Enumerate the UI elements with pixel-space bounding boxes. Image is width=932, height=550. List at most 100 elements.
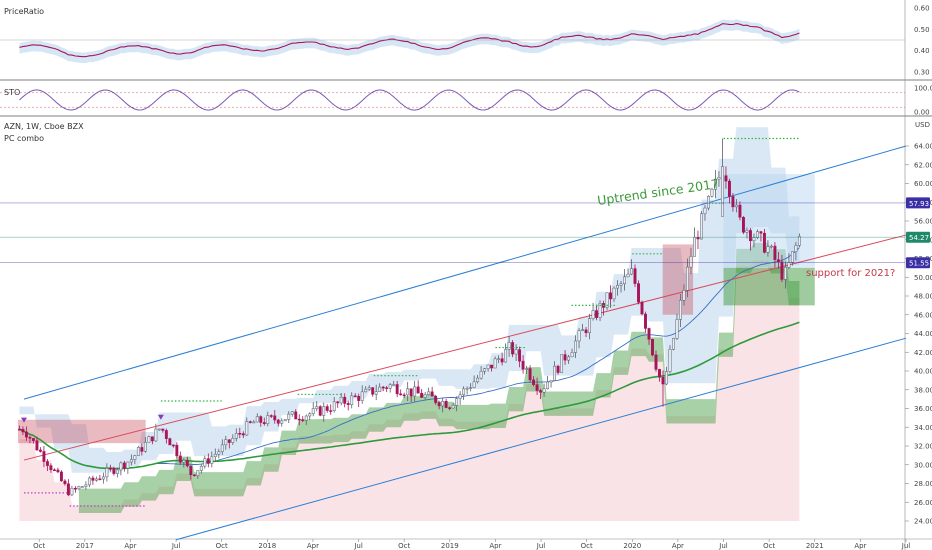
candle-body bbox=[287, 413, 291, 420]
candle-body bbox=[339, 396, 343, 404]
candle-body bbox=[332, 401, 336, 411]
candle-body bbox=[203, 458, 207, 467]
candle-body bbox=[679, 300, 682, 320]
x-tick-label: Apr bbox=[489, 542, 501, 550]
x-tick-label: Apr bbox=[124, 542, 136, 550]
candle-body bbox=[651, 339, 654, 356]
candle-body bbox=[794, 245, 798, 252]
candle-body bbox=[381, 386, 385, 389]
candle-body bbox=[574, 340, 578, 353]
candle-body bbox=[783, 267, 787, 280]
candle-body bbox=[213, 453, 217, 457]
candle-body bbox=[360, 391, 364, 401]
candle-body bbox=[563, 354, 567, 361]
candle-body bbox=[511, 342, 515, 355]
candle-body bbox=[434, 395, 438, 403]
channel-line-middle bbox=[23, 234, 907, 461]
candle-body bbox=[609, 292, 612, 300]
y-tick-label: 42.00 bbox=[914, 349, 932, 357]
candle-body bbox=[276, 419, 280, 424]
candle-body bbox=[147, 436, 151, 443]
candle-body bbox=[647, 328, 651, 340]
candle-body bbox=[710, 188, 714, 197]
candle-body bbox=[304, 415, 308, 421]
candle-body bbox=[329, 410, 333, 412]
candle-body bbox=[605, 292, 609, 308]
candle-body bbox=[367, 387, 371, 390]
candle-body bbox=[252, 421, 256, 424]
x-tick-label: Apr bbox=[854, 542, 866, 550]
candle-body bbox=[311, 408, 315, 415]
x-tick-label: Jul bbox=[718, 542, 728, 550]
candle-body bbox=[637, 283, 640, 303]
x-tick-label: 2018 bbox=[258, 542, 276, 550]
candle-body bbox=[581, 329, 584, 332]
candle-body bbox=[546, 381, 550, 390]
candle-body bbox=[762, 232, 766, 253]
candle-body bbox=[399, 393, 403, 396]
x-tick-label: 2021 bbox=[806, 542, 824, 550]
ma-green-line bbox=[19, 321, 800, 470]
candle-body bbox=[87, 477, 91, 486]
candle-body bbox=[689, 256, 693, 268]
candle-body bbox=[465, 387, 469, 390]
candle-body bbox=[402, 394, 406, 397]
candle-body bbox=[353, 395, 357, 398]
candle-body bbox=[206, 458, 210, 464]
candle-body bbox=[451, 405, 455, 409]
y-tick-label: 26.00 bbox=[914, 499, 932, 507]
candle-body bbox=[755, 231, 759, 238]
candle-body bbox=[626, 273, 630, 278]
candle-body bbox=[518, 349, 522, 362]
candle-body bbox=[210, 456, 214, 464]
candle-body bbox=[255, 416, 259, 423]
candle-body bbox=[584, 329, 588, 333]
y-tick-label: 50.00 bbox=[914, 274, 932, 282]
ratio-tick-label: 0.60 bbox=[914, 5, 930, 13]
candle-body bbox=[350, 395, 354, 405]
candle-body bbox=[185, 460, 189, 467]
price-tag bbox=[906, 231, 930, 243]
candle-body bbox=[157, 428, 161, 431]
candle-body bbox=[52, 469, 56, 472]
candle-body bbox=[528, 368, 532, 381]
y-tick-label: 40.00 bbox=[914, 368, 932, 376]
candle-body bbox=[150, 436, 154, 442]
candle-body bbox=[122, 462, 126, 469]
ratio-panel-title: PriceRatio bbox=[4, 7, 44, 16]
candle-body bbox=[717, 177, 721, 180]
candle-body bbox=[241, 433, 245, 436]
stoch-line bbox=[19, 89, 800, 111]
candle-body bbox=[797, 236, 801, 246]
candle-body bbox=[108, 468, 112, 470]
candle-body bbox=[378, 386, 382, 392]
candle-body bbox=[31, 438, 35, 441]
candle-body bbox=[374, 391, 378, 395]
candle-body bbox=[682, 290, 686, 301]
candle-body bbox=[49, 465, 53, 471]
x-tick-label: 2020 bbox=[623, 542, 641, 550]
candle-body bbox=[612, 287, 616, 300]
candle-body bbox=[553, 365, 557, 381]
stoch-tick-label: 100.00 bbox=[914, 85, 932, 93]
sell-triangle-marker bbox=[21, 417, 27, 423]
price-tag-label: 54.27 bbox=[909, 234, 929, 242]
candle-body bbox=[325, 406, 329, 411]
candle-body bbox=[171, 444, 175, 447]
candle-body bbox=[66, 483, 70, 496]
candle-body bbox=[430, 391, 434, 397]
candle-body bbox=[616, 284, 619, 289]
candle-body bbox=[196, 470, 200, 476]
candle-body bbox=[780, 261, 784, 280]
candle-body bbox=[420, 392, 424, 398]
x-tick-label: Oct bbox=[216, 542, 228, 550]
x-tick-label: Jul bbox=[171, 542, 181, 550]
candle-body bbox=[336, 401, 340, 404]
candle-body bbox=[245, 421, 249, 436]
candle-body bbox=[98, 478, 102, 481]
candle-body bbox=[654, 354, 658, 370]
candle-body bbox=[427, 391, 431, 395]
blue-cloud bbox=[19, 127, 800, 473]
candle-body bbox=[661, 377, 665, 385]
candle-body bbox=[490, 364, 494, 369]
